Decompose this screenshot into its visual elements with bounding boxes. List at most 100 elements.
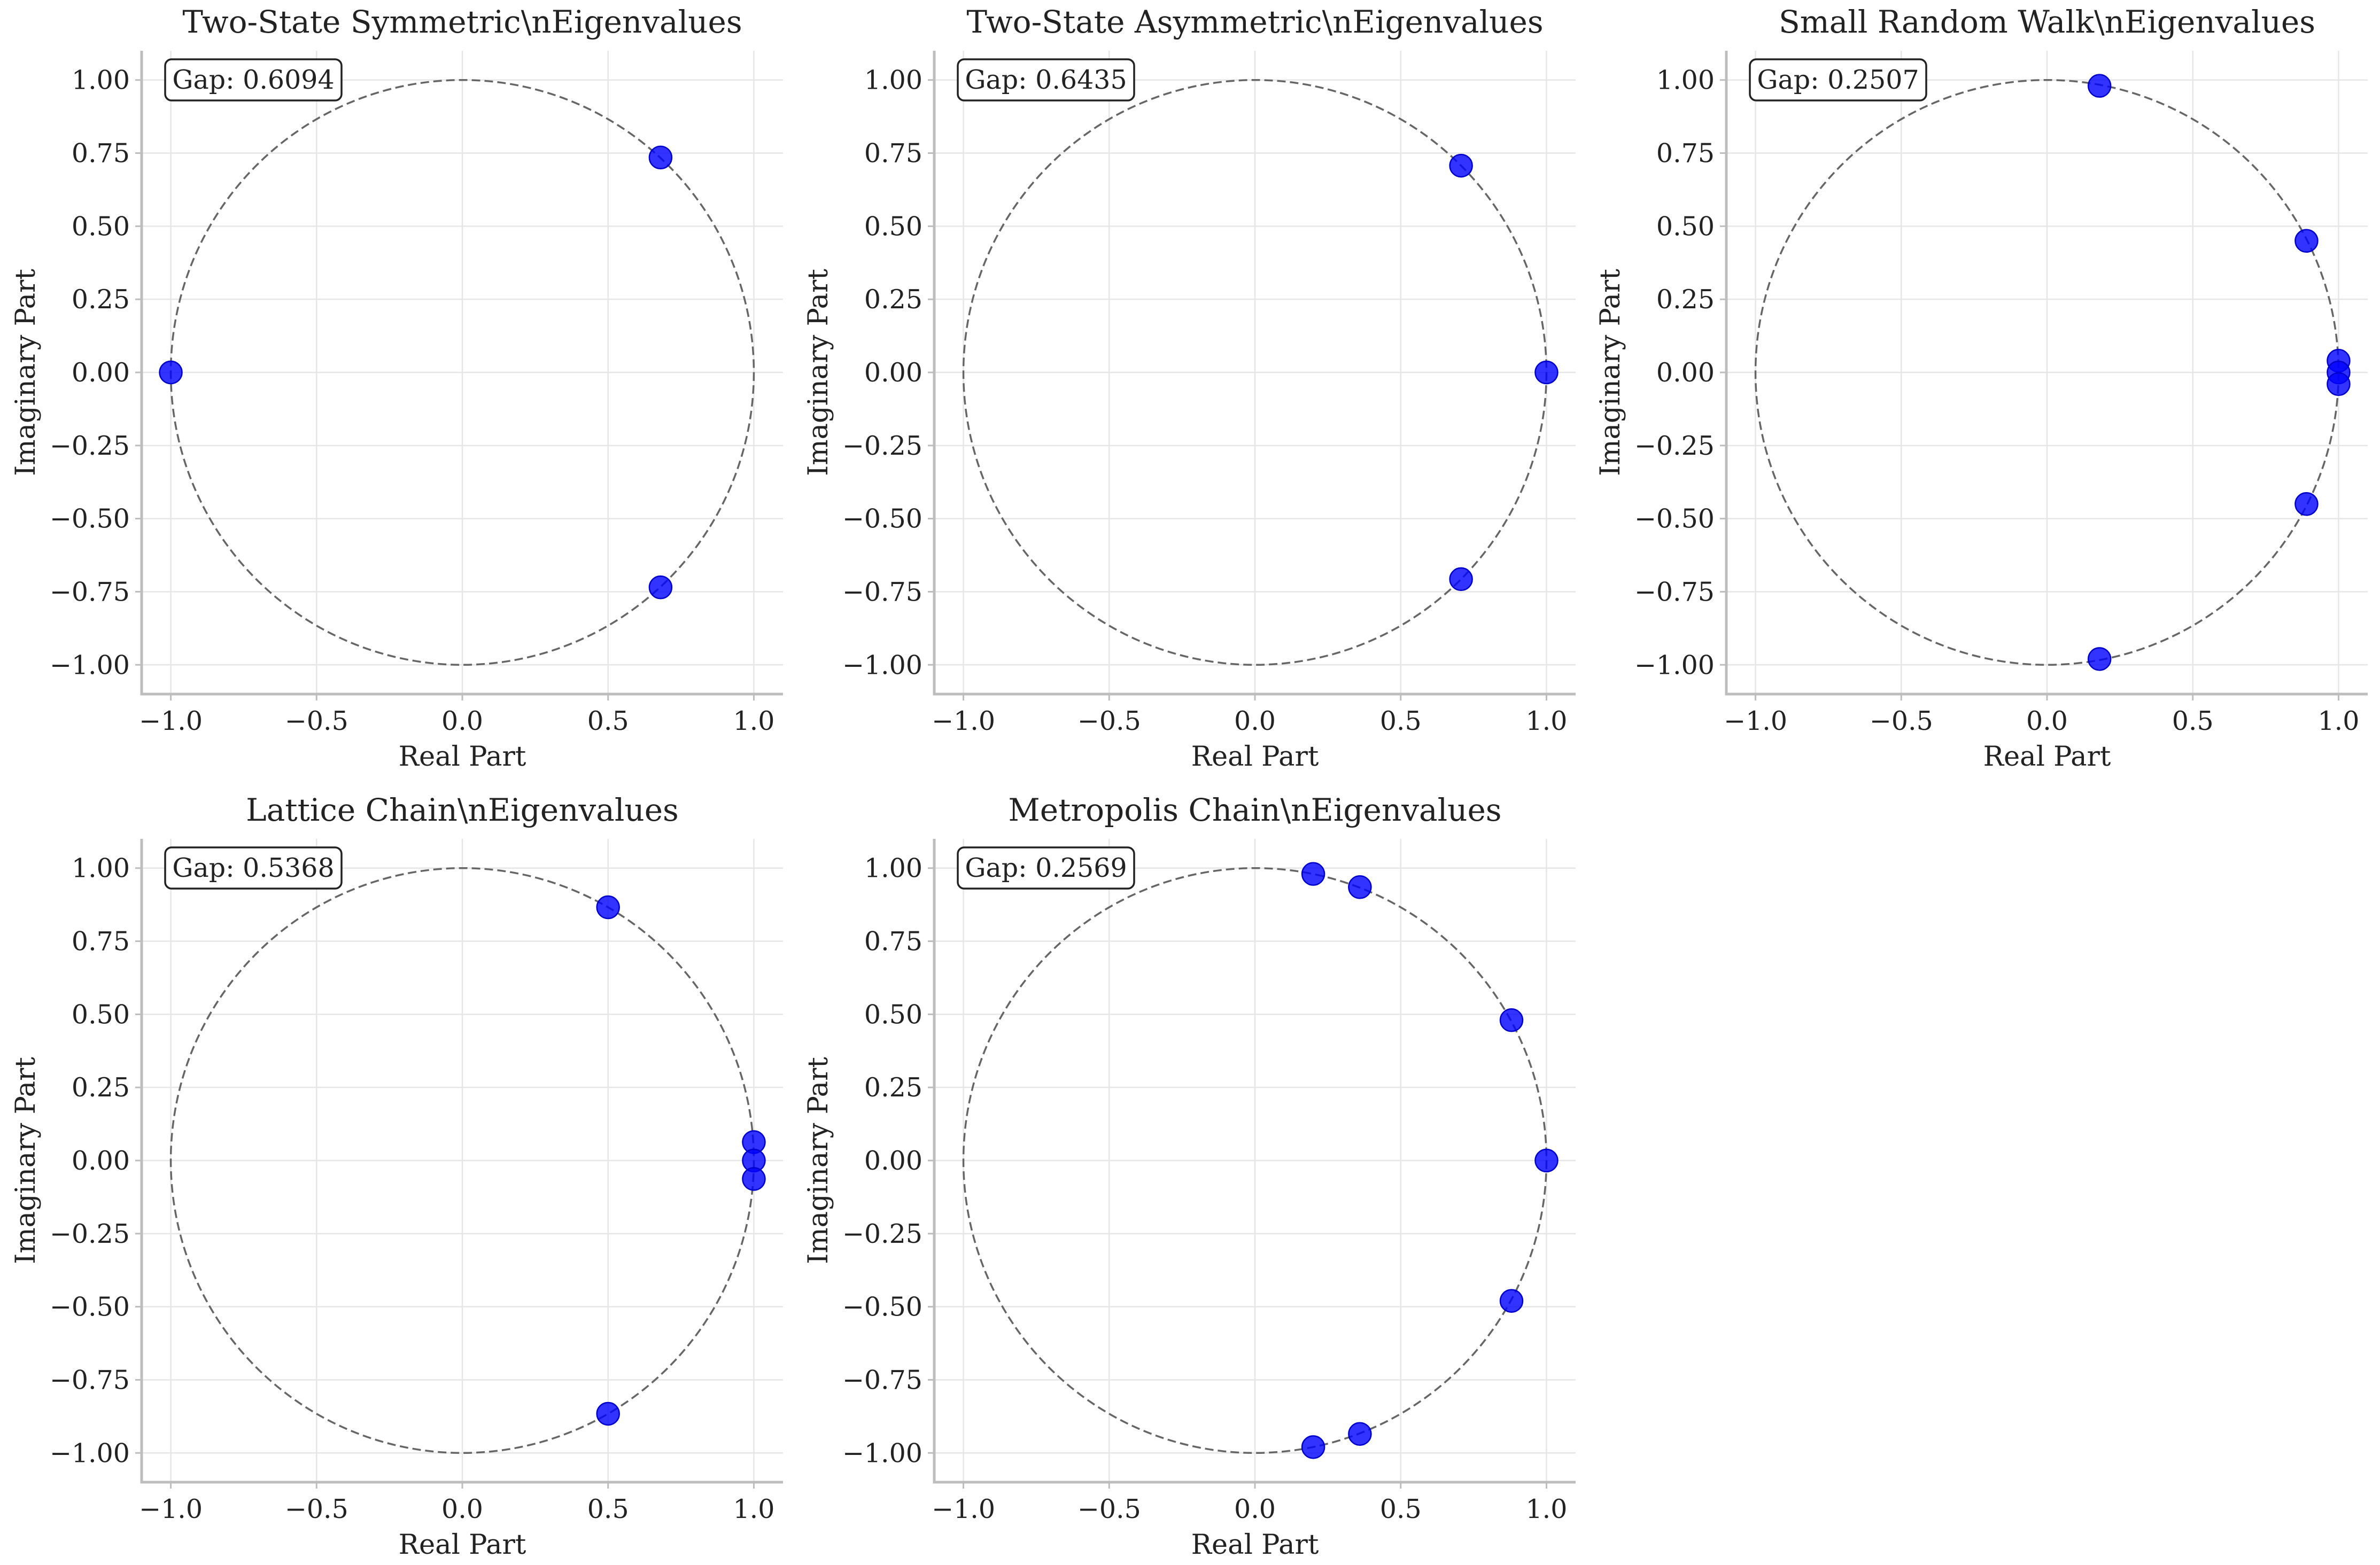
x-tick-label: 0.0 — [441, 706, 483, 736]
y-tick-label: 0.00 — [72, 1146, 130, 1176]
eigenvalue-point — [1499, 1289, 1524, 1313]
axis-spine — [1725, 51, 2368, 696]
y-tick-label: 0.75 — [1656, 138, 1715, 169]
y-tick-label: −0.25 — [842, 1219, 922, 1249]
x-tick-label: −1.0 — [1724, 706, 1787, 736]
y-tick-label: −0.75 — [1634, 577, 1715, 607]
y-tick-label: 0.00 — [72, 357, 130, 388]
eigenvalue-point — [648, 575, 673, 599]
eigenvalue-point — [742, 1167, 766, 1191]
y-axis-label: Imaginary Part — [10, 269, 42, 476]
y-tick-label: −0.50 — [842, 504, 922, 534]
eigenvalue-point — [2087, 647, 2112, 671]
panel-3: −1.0 −0.5 0.0 0.5 1.0 1.00 0.75 0.50 0.25 0.00 −0.… — [1595, 4, 2368, 773]
eigenvalue-point — [1499, 1008, 1524, 1032]
y-tick-label: 0.75 — [72, 138, 130, 169]
panel-4: −1.0 −0.5 0.0 0.5 1.0 1.00 0.75 0.50 0.25 0.00 −0.… — [10, 792, 783, 1561]
x-tick-label: 0.0 — [1234, 1494, 1276, 1524]
y-tick-label: 0.50 — [72, 211, 130, 242]
axis-spine — [140, 51, 783, 696]
x-tick-label: −1.0 — [139, 706, 203, 736]
gap-annotation-text: Gap: 0.5368 — [172, 853, 334, 883]
y-tick-label: 0.25 — [864, 1072, 922, 1103]
x-axis-label: Real Part — [1983, 741, 2111, 773]
y-tick-label: −0.75 — [842, 1365, 922, 1395]
x-tick-label: −1.0 — [932, 706, 995, 736]
x-tick-label: 1.0 — [733, 706, 774, 736]
y-tick-label: 0.50 — [1656, 211, 1715, 242]
eigenvalue-point — [2087, 74, 2112, 98]
gap-annotation-text: Gap: 0.6435 — [965, 65, 1127, 95]
y-tick-label: −1.00 — [1634, 650, 1715, 680]
x-tick-label: 0.5 — [1380, 1494, 1422, 1524]
x-tick-label: 0.5 — [587, 706, 629, 736]
eigenvalue-point — [2294, 229, 2319, 253]
panel-title: Two-State Asymmetric\nEigenvalues — [966, 4, 1543, 40]
eigenvalue-point — [1301, 862, 1325, 886]
x-tick-label: 1.0 — [1525, 1494, 1567, 1524]
gap-annotation-box — [1749, 58, 1927, 102]
y-tick-label: 0.25 — [72, 284, 130, 315]
panel-1: −1.0 −0.5 0.0 0.5 1.0 1.00 0.75 0.50 0.25 0.00 −0.… — [10, 4, 783, 773]
y-tick-label: −0.25 — [842, 431, 922, 461]
eigenvalue-point — [648, 145, 673, 170]
gap-annotation-box — [164, 846, 343, 890]
x-axis-label: Real Part — [1191, 1529, 1319, 1561]
x-tick-label: −0.5 — [1077, 1494, 1141, 1524]
y-tick-label: 0.25 — [72, 1072, 130, 1103]
gap-annotation-box — [957, 846, 1135, 890]
gap-annotation-text: Gap: 0.2507 — [1757, 65, 1919, 95]
x-tick-label: −0.5 — [285, 706, 348, 736]
eigenvalue-point — [159, 360, 183, 385]
gap-annotation-text: Gap: 0.2569 — [965, 853, 1127, 883]
eigenvalue-point — [1449, 567, 1473, 591]
x-tick-label: 0.0 — [2026, 706, 2068, 736]
x-tick-label: 1.0 — [1525, 706, 1567, 736]
y-tick-label: −1.00 — [50, 1438, 130, 1468]
y-tick-label: 1.00 — [1656, 65, 1715, 96]
y-tick-label: 0.00 — [864, 1146, 922, 1176]
y-tick-label: −1.00 — [50, 650, 130, 680]
y-axis-label: Imaginary Part — [1595, 269, 1626, 476]
x-tick-label: −1.0 — [932, 1494, 995, 1524]
x-tick-label: 0.0 — [1234, 706, 1276, 736]
x-tick-label: −0.5 — [1077, 706, 1141, 736]
y-tick-label: 0.00 — [1656, 357, 1715, 388]
eigenvalue-point — [1348, 1422, 1372, 1446]
y-tick-label: −0.25 — [1634, 431, 1715, 461]
x-tick-label: 0.5 — [1380, 706, 1422, 736]
x-axis-label: Real Part — [399, 741, 526, 773]
y-tick-label: 0.75 — [864, 926, 922, 957]
y-tick-label: −0.50 — [50, 1292, 130, 1322]
y-tick-label: −0.75 — [50, 577, 130, 607]
y-tick-label: 1.00 — [72, 65, 130, 96]
y-tick-label: −0.50 — [1634, 504, 1715, 534]
panel-title: Small Random Walk\nEigenvalues — [1779, 4, 2315, 40]
y-tick-label: 1.00 — [72, 853, 130, 884]
y-tick-label: 0.00 — [864, 357, 922, 388]
gap-annotation-text: Gap: 0.6094 — [172, 65, 334, 95]
eigenvalue-point — [1534, 1148, 1559, 1173]
x-axis-label: Real Part — [399, 1529, 526, 1561]
eigenvalue-point — [1534, 360, 1559, 385]
panel-title: Metropolis Chain\nEigenvalues — [1008, 792, 1501, 828]
eigenvalue-point — [596, 895, 620, 920]
y-tick-label: −0.50 — [842, 1292, 922, 1322]
x-tick-label: 0.5 — [587, 1494, 629, 1524]
x-tick-label: 0.0 — [441, 1494, 483, 1524]
gap-annotation-box — [957, 58, 1135, 102]
y-tick-label: −1.00 — [842, 650, 922, 680]
axis-spine — [933, 51, 1576, 696]
panel-title: Two-State Symmetric\nEigenvalues — [182, 4, 742, 40]
y-tick-label: 0.25 — [864, 284, 922, 315]
y-tick-label: 0.75 — [864, 138, 922, 169]
x-tick-label: 0.5 — [2172, 706, 2214, 736]
y-tick-label: 0.50 — [864, 211, 922, 242]
x-tick-label: −0.5 — [285, 1494, 348, 1524]
x-tick-label: −1.0 — [139, 1494, 203, 1524]
eigenvalue-point — [1301, 1435, 1325, 1459]
y-tick-label: 1.00 — [864, 65, 922, 96]
eigenvalue-point — [1449, 153, 1473, 178]
y-tick-label: 0.25 — [1656, 284, 1715, 315]
